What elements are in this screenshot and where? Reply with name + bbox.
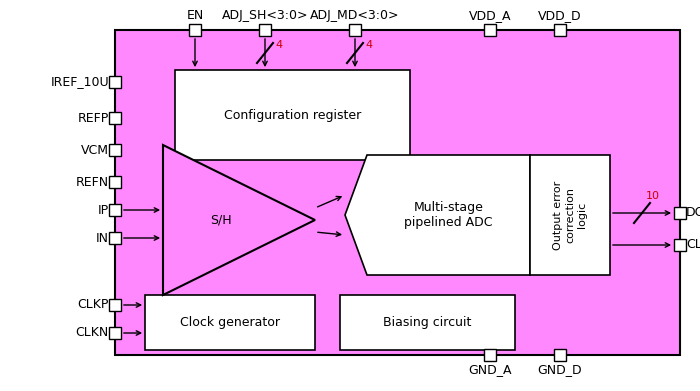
Text: IN: IN: [96, 231, 109, 244]
Bar: [109, 176, 121, 188]
Text: GND_A: GND_A: [468, 363, 512, 376]
Text: EN: EN: [186, 9, 204, 22]
Text: Clock generator: Clock generator: [180, 316, 280, 329]
Text: CLKN: CLKN: [76, 326, 109, 339]
Text: VDD_A: VDD_A: [469, 9, 511, 22]
Bar: [259, 24, 271, 36]
Text: VCM: VCM: [81, 143, 109, 156]
Text: ADJ_SH<3:0>: ADJ_SH<3:0>: [222, 9, 308, 22]
Bar: [145, 295, 315, 350]
Text: Multi-stage
pipelined ADC: Multi-stage pipelined ADC: [405, 201, 493, 229]
Bar: [189, 24, 201, 36]
Text: CLKOUT: CLKOUT: [686, 239, 700, 251]
Text: Biasing circuit: Biasing circuit: [384, 316, 472, 329]
Text: GND_D: GND_D: [538, 363, 582, 376]
Bar: [674, 239, 686, 251]
Text: 4: 4: [365, 40, 372, 50]
Text: VDD_D: VDD_D: [538, 9, 582, 22]
Bar: [349, 24, 361, 36]
Bar: [674, 207, 686, 219]
Bar: [115, 30, 680, 355]
Text: Output error
correction
logic: Output error correction logic: [554, 180, 587, 249]
Text: DOUT<9:0>: DOUT<9:0>: [686, 206, 700, 219]
Bar: [109, 144, 121, 156]
Bar: [175, 70, 410, 160]
Bar: [109, 232, 121, 244]
Text: 4: 4: [275, 40, 282, 50]
Bar: [554, 24, 566, 36]
Text: REFP: REFP: [78, 111, 109, 124]
Bar: [109, 112, 121, 124]
Text: ADJ_MD<3:0>: ADJ_MD<3:0>: [310, 9, 400, 22]
Bar: [530, 155, 610, 275]
Polygon shape: [345, 155, 530, 275]
Text: IP: IP: [98, 203, 109, 217]
Polygon shape: [163, 145, 315, 295]
Text: CLKP: CLKP: [78, 298, 109, 312]
Bar: [484, 349, 496, 361]
Text: S/H: S/H: [210, 213, 232, 226]
Text: REFN: REFN: [76, 176, 109, 188]
Bar: [109, 76, 121, 88]
Bar: [109, 327, 121, 339]
Bar: [554, 349, 566, 361]
Text: Configuration register: Configuration register: [224, 108, 361, 122]
Text: IREF_10U: IREF_10U: [50, 75, 109, 88]
Bar: [484, 24, 496, 36]
Bar: [340, 295, 515, 350]
Bar: [109, 299, 121, 311]
Bar: [109, 204, 121, 216]
Text: 10: 10: [646, 191, 660, 201]
